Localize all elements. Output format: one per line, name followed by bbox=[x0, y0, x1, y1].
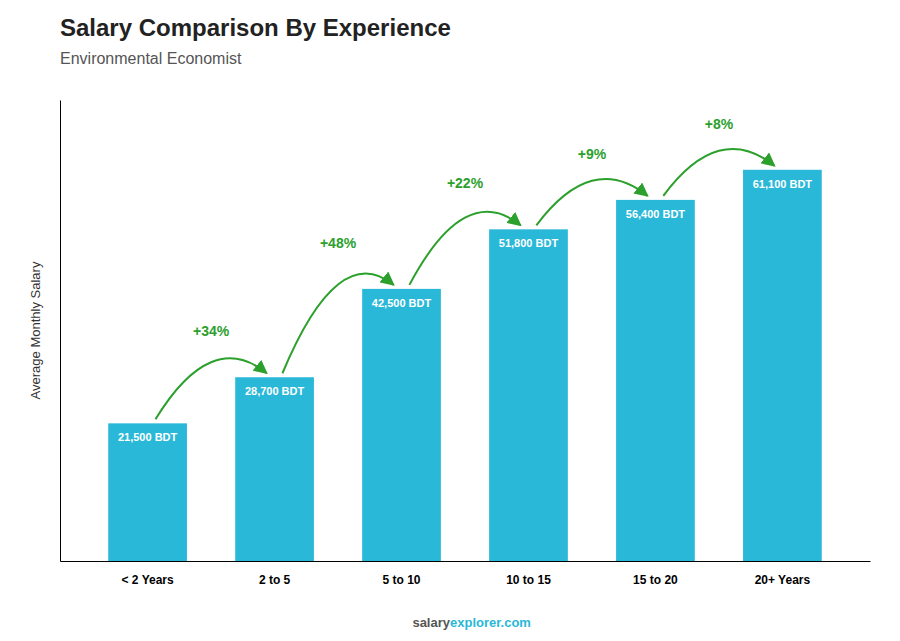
data-label: 21,500 BDT bbox=[118, 431, 178, 443]
chart: Salary Comparison By Experience Environme… bbox=[0, 0, 900, 641]
data-labels: 21,500 BDT 28,700 BDT 42,500 BDT 51,800 BDT… bbox=[118, 178, 812, 444]
growth-label: +8% bbox=[705, 116, 734, 132]
subtitle: Environmental Economist bbox=[60, 50, 242, 67]
bar bbox=[616, 200, 695, 561]
x-tick: 20+ Years bbox=[755, 573, 811, 587]
x-tick-label: 15 to 20 bbox=[633, 573, 678, 587]
x-tick: 15 to 20 bbox=[633, 573, 678, 587]
x-tick-label: 5 to 10 bbox=[383, 573, 421, 587]
footer-part: explorer.com bbox=[450, 615, 531, 630]
x-tick: 2 to 5 bbox=[259, 573, 291, 587]
growth-label: +22% bbox=[447, 175, 484, 191]
data-label: 61,100 BDT bbox=[753, 178, 813, 190]
footer-part: salary bbox=[412, 615, 450, 630]
growth-arrow bbox=[155, 358, 266, 419]
growth-label: +34% bbox=[193, 323, 230, 339]
title: Salary Comparison By Experience bbox=[60, 14, 451, 41]
bar bbox=[235, 377, 314, 561]
y-axis-label: Average Monthly Salary bbox=[28, 261, 43, 399]
bar bbox=[108, 423, 187, 561]
growth-label: +48% bbox=[320, 235, 357, 251]
plot: < 2 Years 2 to 5 5 to 10 10 to 15 15 to 20 20… bbox=[28, 101, 871, 588]
bar bbox=[743, 170, 822, 561]
x-axis-line bbox=[61, 561, 871, 562]
growth-annotations: +34% +48% +22% +9% +8% bbox=[155, 116, 774, 420]
x-tick-label: 10 to 15 bbox=[506, 573, 551, 587]
x-tick: 5 to 10 bbox=[383, 573, 421, 587]
x-tick-label: 2 to 5 bbox=[259, 573, 291, 587]
data-label: 51,800 BDT bbox=[499, 237, 559, 249]
x-tick: 10 to 15 bbox=[506, 573, 551, 587]
y-axis bbox=[60, 101, 61, 562]
growth-arrow bbox=[409, 212, 520, 285]
bar bbox=[489, 229, 568, 561]
x-tick-label: 20+ Years bbox=[755, 573, 811, 587]
bars bbox=[108, 170, 822, 561]
growth-label: +9% bbox=[578, 146, 607, 162]
y-axis-line bbox=[60, 101, 61, 562]
bar bbox=[362, 289, 441, 561]
x-axis: < 2 Years 2 to 5 5 to 10 10 to 15 15 to 20 20… bbox=[61, 562, 871, 588]
x-tick: < 2 Years bbox=[122, 573, 174, 587]
growth-arrow bbox=[282, 274, 393, 374]
growth-arrow bbox=[663, 149, 774, 196]
growth-arrow bbox=[536, 179, 647, 225]
x-tick-label: < 2 Years bbox=[122, 573, 174, 587]
data-label: 42,500 BDT bbox=[372, 297, 432, 309]
data-label: 28,700 BDT bbox=[245, 385, 305, 397]
footer: salary bbox=[412, 615, 450, 630]
data-label: 56,400 BDT bbox=[626, 208, 686, 220]
